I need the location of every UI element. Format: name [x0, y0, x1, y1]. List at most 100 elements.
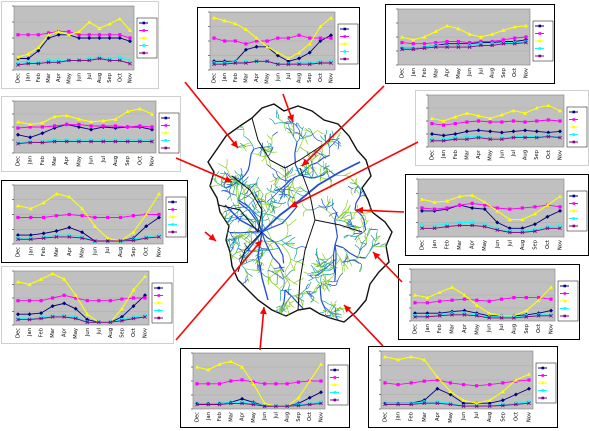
stream: [315, 277, 320, 283]
stream: [335, 251, 344, 273]
series-line-3: [431, 104, 561, 122]
series-point: [441, 119, 446, 123]
month-tick-label: Oct: [546, 150, 552, 159]
series-point: [558, 223, 562, 228]
series-point: [285, 382, 289, 386]
series-point: [445, 206, 449, 210]
stream: [340, 212, 347, 219]
month-tick-label: Aug: [490, 68, 496, 78]
series-line-5: [214, 60, 331, 65]
stream: [261, 240, 274, 250]
series-point: [67, 30, 71, 34]
panel-chart-left-middle: Dec Jan Feb Mar Apr May Jun Jul Aug Sep Oct Nov: [12, 184, 187, 258]
stream: [290, 315, 296, 318]
month-tick-label: Dec: [16, 156, 22, 166]
month-tick-label: Feb: [40, 155, 46, 165]
stream: [275, 109, 278, 118]
month-tick-label: Jan: [28, 247, 34, 256]
series-line-5: [197, 402, 322, 407]
series-point: [244, 42, 248, 46]
series-point: [442, 123, 446, 127]
stream: [256, 190, 259, 202]
legend-marker: [142, 29, 146, 32]
series-point: [465, 137, 469, 142]
series-point: [77, 139, 81, 144]
series-point: [46, 32, 51, 37]
stream: [269, 178, 281, 183]
series-point: [470, 206, 475, 210]
stream: [262, 146, 268, 153]
stream: [317, 257, 329, 260]
series-point: [118, 33, 122, 37]
series-point: [400, 41, 404, 45]
series-point: [40, 125, 44, 129]
series-point: [40, 131, 45, 136]
series-point: [411, 47, 416, 52]
stream: [305, 283, 309, 290]
series-point: [470, 223, 475, 228]
month-tick-label: Nov: [549, 324, 555, 334]
stream: [276, 190, 284, 193]
series-line-1: [431, 129, 561, 137]
series-point: [482, 222, 487, 227]
series-line-2: [18, 294, 145, 302]
series-point: [445, 23, 450, 28]
month-tick-label: Nov: [143, 328, 149, 338]
month-tick-label: Dec: [430, 150, 436, 160]
series-point: [40, 140, 45, 145]
stream: [296, 319, 300, 322]
stream: [299, 294, 304, 300]
series-line-1: [422, 204, 561, 229]
stream: [350, 211, 352, 220]
month-tick-label: Sep: [131, 246, 137, 256]
panel-right-upper: Dec Jan Feb Mar Apr May Jun Jul Aug Sep Oct Nov: [415, 90, 589, 166]
stream: [285, 122, 294, 125]
series-point: [77, 29, 82, 34]
stream: [326, 285, 331, 292]
series-point: [240, 365, 245, 369]
series-point: [476, 113, 481, 118]
series-point: [117, 36, 122, 40]
stream: [338, 214, 351, 221]
series-point: [448, 402, 453, 407]
stream: [334, 244, 337, 281]
stream: [333, 324, 339, 326]
month-tick-label: Oct: [536, 324, 542, 333]
month-tick-label: Oct: [513, 412, 519, 421]
series-point: [400, 47, 404, 52]
series-point: [240, 396, 245, 401]
stream: [363, 226, 367, 240]
stream: [289, 127, 297, 134]
series-point: [448, 381, 453, 385]
month-tick-label: Nov: [150, 156, 156, 166]
series-point: [527, 401, 531, 406]
sub-basin-divide: [217, 204, 259, 233]
legend-marker: [572, 202, 576, 205]
series-point: [500, 403, 505, 408]
stream: [330, 312, 339, 319]
stream: [367, 227, 370, 236]
stream: [330, 304, 337, 313]
stream: [321, 300, 336, 309]
month-tick-label: Feb: [437, 323, 443, 333]
stream: [316, 281, 322, 291]
series-point: [85, 320, 90, 325]
series-point: [307, 62, 312, 67]
series-point: [470, 193, 475, 197]
series-point: [524, 35, 528, 39]
stream: [284, 258, 292, 273]
series-line-3: [17, 273, 146, 323]
series-line-3: [196, 360, 322, 407]
series-point: [67, 212, 71, 217]
stream: [249, 230, 258, 237]
month-tick-label: Aug: [511, 324, 517, 334]
stream: [310, 297, 315, 303]
series-point: [490, 39, 494, 44]
stream: [324, 307, 327, 318]
series-point: [36, 48, 41, 53]
series-point: [329, 61, 333, 65]
month-tick-label: Nov: [524, 68, 530, 78]
series-point: [36, 45, 41, 50]
series-point: [307, 395, 312, 400]
